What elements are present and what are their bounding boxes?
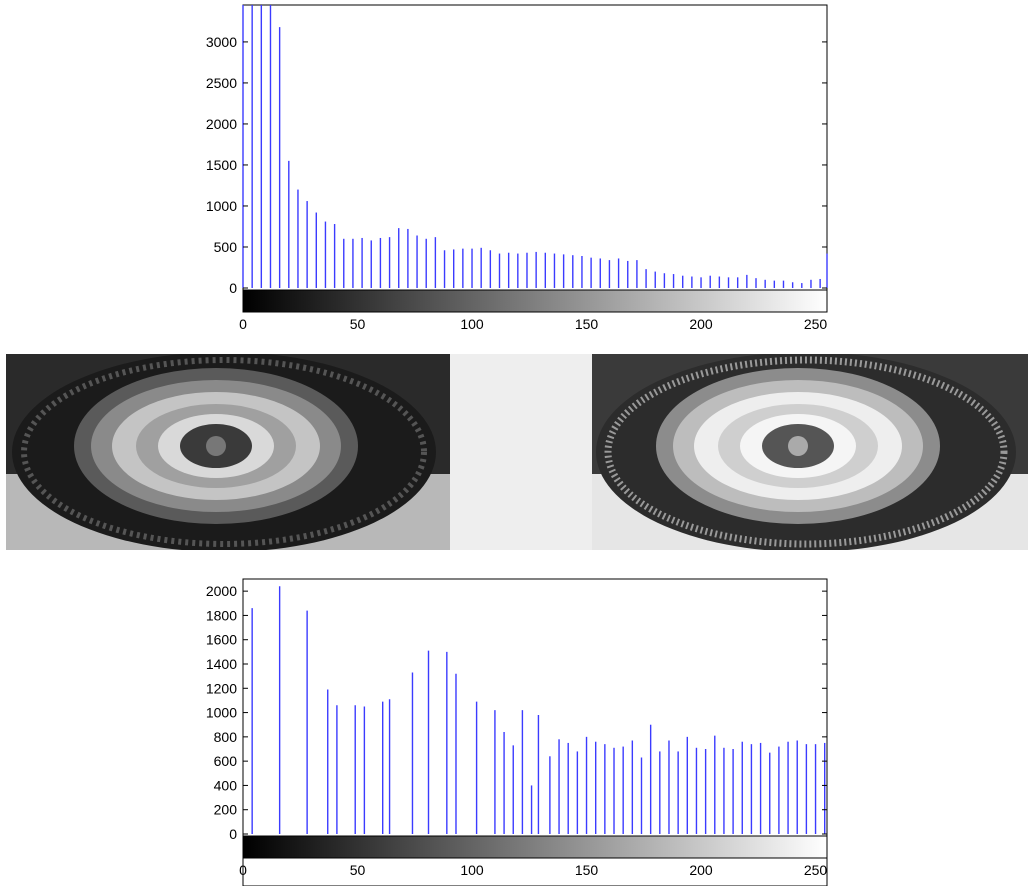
bars: [251, 586, 826, 834]
y-ticks: 0 500 1000 1500 2000 2500 3000: [206, 34, 827, 296]
y-tick-label: 800: [214, 729, 238, 745]
x-ticks: 0 50 100 150 200 250: [239, 307, 827, 332]
grayscale-colorbar: [242, 835, 828, 859]
y-tick-label: 1000: [206, 198, 237, 214]
y-tick-label: 600: [214, 753, 238, 769]
y-tick-label: 1600: [206, 632, 237, 648]
histogram-equalized: 0 200 400 600 800 1000 1200 1400 1600 1800 2000 0 5…: [206, 578, 828, 886]
x-tick-label: 200: [689, 316, 713, 332]
equalized-tire-image: [592, 352, 1028, 552]
bars: [242, 5, 828, 288]
y-tick-label: 200: [214, 802, 238, 818]
x-tick-label: 50: [350, 316, 366, 332]
x-tick-label: 250: [804, 862, 828, 878]
original-tire-image: [6, 352, 450, 552]
y-tick-label: 2000: [206, 583, 237, 599]
x-tick-label: 100: [460, 862, 484, 878]
x-tick-label: 150: [575, 316, 599, 332]
y-tick-label: 0: [229, 280, 237, 296]
image-separator: [450, 354, 592, 550]
x-tick-label: 0: [239, 316, 247, 332]
y-tick-label: 1200: [206, 680, 237, 696]
x-tick-label: 200: [689, 862, 713, 878]
y-tick-label: 400: [214, 777, 238, 793]
plot-frame: [242, 4, 828, 313]
y-ticks: 0 200 400 600 800 1000 1200 1400 1600 1800 2000: [206, 583, 827, 842]
x-tick-label: 150: [575, 862, 599, 878]
x-tick-label: 100: [460, 316, 484, 332]
y-tick-label: 0: [229, 826, 237, 842]
y-tick-label: 3000: [206, 34, 237, 50]
grayscale-colorbar: [242, 289, 828, 313]
y-tick-label: 2500: [206, 75, 237, 91]
y-tick-label: 1500: [206, 157, 237, 173]
y-tick-label: 1000: [206, 705, 237, 721]
x-tick-label: 250: [804, 316, 828, 332]
x-ticks: 0 50 100 150 200 250: [239, 853, 827, 878]
histogram-original: 0 500 1000 1500 2000 2500 3000 0 50 100 150 200 250: [206, 4, 828, 332]
y-tick-label: 500: [214, 239, 238, 255]
x-tick-label: 50: [350, 862, 366, 878]
y-tick-label: 1400: [206, 656, 237, 672]
x-tick-label: 0: [239, 862, 247, 878]
y-tick-label: 2000: [206, 116, 237, 132]
y-tick-label: 1800: [206, 607, 237, 623]
plot-frame: [242, 578, 828, 886]
